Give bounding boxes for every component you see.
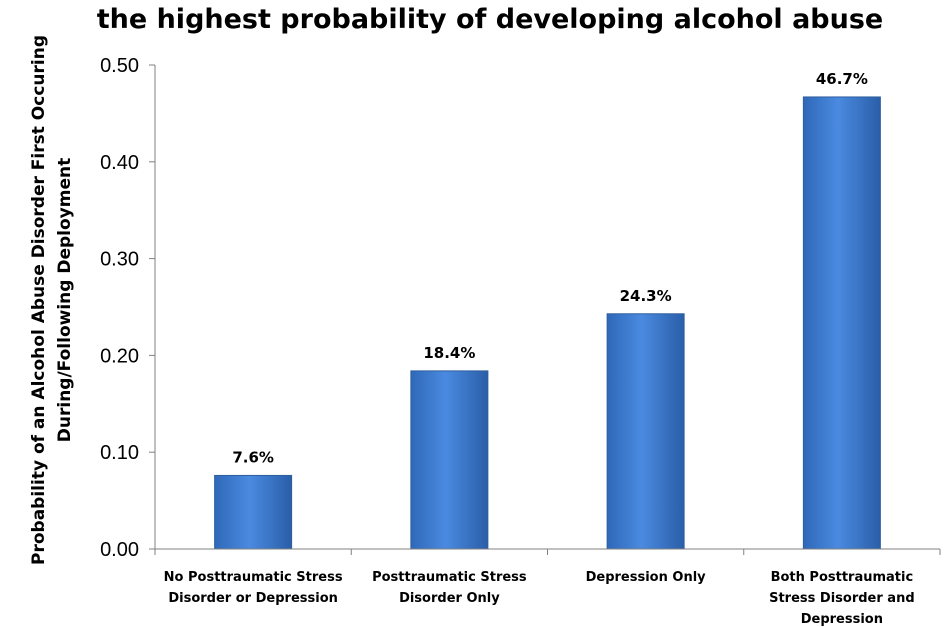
bar <box>802 96 881 550</box>
y-tick-label: 0.00 <box>100 539 139 561</box>
y-tick-label: 0.20 <box>100 345 139 367</box>
y-tick-label: 0.40 <box>100 152 139 174</box>
bar <box>410 370 489 550</box>
y-tick-label: 0.30 <box>100 249 139 271</box>
data-label: 46.7% <box>816 70 868 88</box>
category-label-line: Posttraumatic Stress <box>372 570 527 585</box>
data-label: 7.6% <box>232 448 274 466</box>
y-tick-label: 0.50 <box>100 55 139 77</box>
data-labels-group: 7.6% 18.4% 24.3% 46.7% <box>232 70 868 466</box>
bars-group <box>214 96 881 550</box>
data-label: 24.3% <box>620 287 672 305</box>
category-label-line: No Posttraumatic Stress <box>164 570 343 585</box>
category-label-line: Disorder Only <box>399 591 500 606</box>
y-axis-label-line-2: During/Following Deployment <box>55 158 75 442</box>
bar <box>214 474 293 550</box>
category-label-line: Stress Disorder and <box>769 591 915 606</box>
data-label: 18.4% <box>423 344 475 362</box>
category-label-line: Depression <box>801 612 883 627</box>
bar <box>606 313 685 550</box>
category-labels-group: No Posttraumatic Stress Disorder or Depre… <box>164 570 915 627</box>
category-label-line: Both Posttraumatic <box>771 570 914 585</box>
category-label-line: Depression Only <box>586 570 707 585</box>
y-tick-label: 0.10 <box>100 442 139 464</box>
y-axis-ticks: 0.00 0.10 0.20 0.30 0.40 0.50 <box>100 55 941 561</box>
y-axis-label-line-1: Probability of an Alcohol Abuse Disorder… <box>29 35 49 565</box>
category-label-line: Disorder or Depression <box>168 591 338 606</box>
chart-title: the highest probability of developing al… <box>97 4 883 35</box>
